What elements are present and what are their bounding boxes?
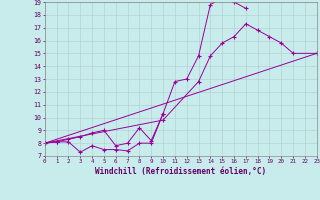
X-axis label: Windchill (Refroidissement éolien,°C): Windchill (Refroidissement éolien,°C) bbox=[95, 167, 266, 176]
